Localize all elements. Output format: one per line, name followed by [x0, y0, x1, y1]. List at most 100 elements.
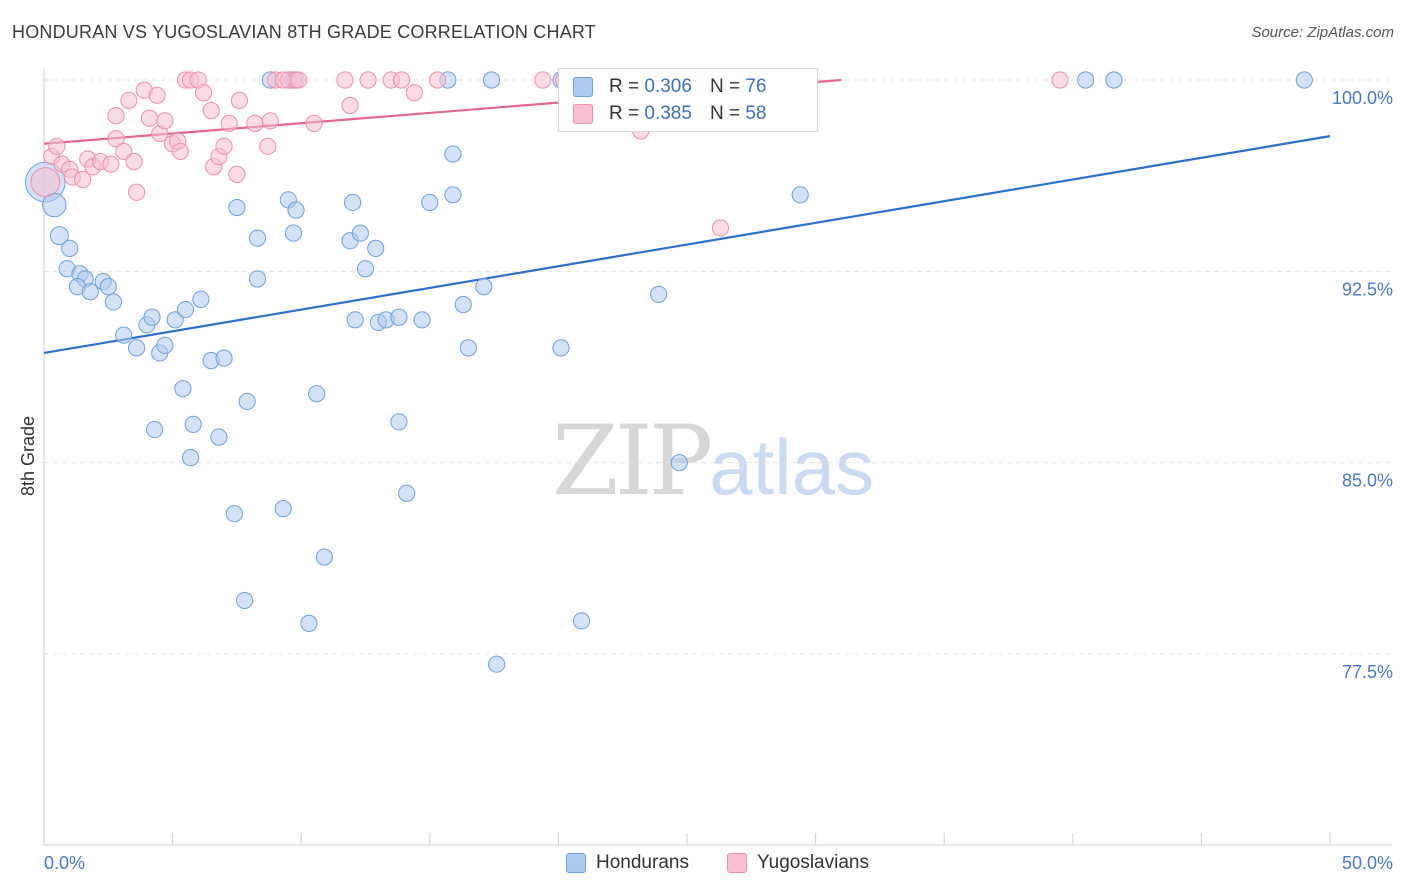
- legend-r-label: R =: [609, 103, 640, 124]
- legend-row-hondurans: R = 0.306 N = 76: [573, 74, 766, 100]
- yugoslavian-point: [194, 84, 213, 102]
- honduran-point: [367, 239, 385, 257]
- honduran-point: [390, 308, 408, 326]
- honduran-point: [488, 655, 506, 673]
- yugoslavian-point: [392, 71, 411, 89]
- legend-swatch-blue: [573, 77, 593, 97]
- legend-swatch-pink: [573, 104, 593, 124]
- honduran-point: [274, 499, 292, 518]
- yugoslavian-point: [215, 137, 233, 155]
- honduran-point: [552, 339, 570, 357]
- honduran-point: [1105, 71, 1123, 89]
- honduran-point: [1295, 71, 1313, 89]
- yugoslavian-point: [127, 183, 146, 201]
- honduran-point: [356, 260, 375, 278]
- data-points: [24, 71, 1313, 673]
- chart-title: HONDURAN VS YUGOSLAVIAN 8TH GRADE CORREL…: [12, 22, 596, 42]
- honduran-point: [444, 186, 462, 204]
- honduran-point: [248, 229, 267, 247]
- yugoslavian-point: [336, 71, 354, 89]
- honduran-point: [572, 612, 591, 630]
- gridlines: [44, 79, 1392, 655]
- yugoslavian-point: [228, 165, 246, 183]
- y-tick-label: 77.5%: [1342, 662, 1393, 682]
- honduran-point: [145, 420, 164, 439]
- honduran-point: [300, 614, 318, 632]
- honduran-point: [421, 193, 439, 212]
- source-credit: Source: ZipAtlas.com: [1251, 24, 1394, 41]
- yugoslavian-point: [230, 91, 249, 110]
- legend-n-label: N =: [709, 103, 741, 124]
- yugoslavian-point: [107, 130, 125, 148]
- y-tick-label: 92.5%: [1342, 279, 1393, 299]
- yugoslavian-point: [220, 114, 238, 132]
- yugoslavian-point: [1051, 71, 1069, 89]
- yugoslavian-point: [73, 170, 92, 189]
- honduran-point: [192, 290, 210, 308]
- bottom-legend-swatch-pink: [727, 853, 747, 873]
- honduran-point: [184, 415, 202, 433]
- honduran-point: [1077, 71, 1095, 89]
- honduran-point: [156, 336, 174, 354]
- honduran-point: [215, 349, 233, 367]
- honduran-point: [248, 270, 267, 288]
- honduran-point: [238, 392, 256, 411]
- honduran-point: [398, 484, 416, 502]
- legend-box: R = 0.306 N = 76 R = 0.385 N = 58: [558, 68, 818, 132]
- honduran-point: [390, 413, 408, 431]
- yugoslavian-point: [107, 107, 125, 125]
- legend-n-value: 76: [745, 76, 767, 97]
- honduran-point: [210, 428, 228, 446]
- honduran-point: [670, 454, 688, 472]
- yugoslavian-point: [711, 219, 730, 237]
- honduran-point: [346, 311, 364, 329]
- honduran-point: [61, 239, 79, 257]
- yugoslavian-point: [202, 102, 220, 120]
- watermark-atlas: atlas: [709, 423, 874, 511]
- legend-r-value: 0.385: [644, 103, 692, 124]
- yugoslavian-point: [259, 137, 277, 155]
- yugoslavian-point: [290, 71, 308, 89]
- yugoslavian-point: [102, 155, 120, 173]
- bottom-legend-label: Yugoslavians: [757, 852, 869, 873]
- legend-row-yugoslavians: R = 0.385 N = 58: [573, 101, 766, 127]
- honduran-point: [49, 226, 69, 246]
- honduran-point: [650, 285, 668, 303]
- yugoslavian-point: [140, 109, 159, 127]
- y-tick-label: 100.0%: [1332, 88, 1393, 108]
- honduran-point: [284, 224, 303, 242]
- x-tick-label: 0.0%: [44, 853, 85, 873]
- yugoslavian-point: [120, 91, 138, 110]
- honduran-point: [454, 295, 472, 314]
- bottom-legend-label: Hondurans: [596, 852, 689, 873]
- legend-n-label: N =: [709, 76, 741, 97]
- yugoslavian-point: [125, 153, 143, 171]
- y-tick-label: 85.0%: [1342, 471, 1393, 491]
- yugoslavian-point: [30, 167, 61, 197]
- honduran-point: [115, 326, 133, 344]
- yugoslavian-point: [246, 114, 264, 132]
- honduran-point: [344, 193, 362, 212]
- honduran-trend-line: [43, 135, 1331, 355]
- legend-r-value: 0.306: [644, 76, 692, 97]
- honduran-point: [104, 293, 123, 311]
- honduran-point: [236, 591, 254, 610]
- yugoslavian-point: [171, 142, 189, 161]
- honduran-point: [99, 278, 117, 296]
- legend-r-label: R =: [609, 76, 640, 97]
- honduran-point: [413, 311, 431, 329]
- honduran-point: [81, 283, 99, 301]
- yugoslavian-point: [359, 71, 377, 89]
- x-tick-label: 50.0%: [1342, 853, 1393, 873]
- honduran-point: [228, 198, 246, 217]
- yugoslavian-point: [341, 96, 359, 115]
- honduran-point: [166, 311, 184, 329]
- axes: [43, 68, 1392, 846]
- yugoslavian-point: [534, 71, 552, 89]
- honduran-point: [351, 224, 369, 242]
- watermark: ZIPatlas: [552, 405, 874, 517]
- yugoslavian-point: [156, 112, 174, 130]
- honduran-point: [176, 301, 195, 319]
- honduran-point: [459, 339, 477, 357]
- yugoslavian-point: [115, 142, 133, 161]
